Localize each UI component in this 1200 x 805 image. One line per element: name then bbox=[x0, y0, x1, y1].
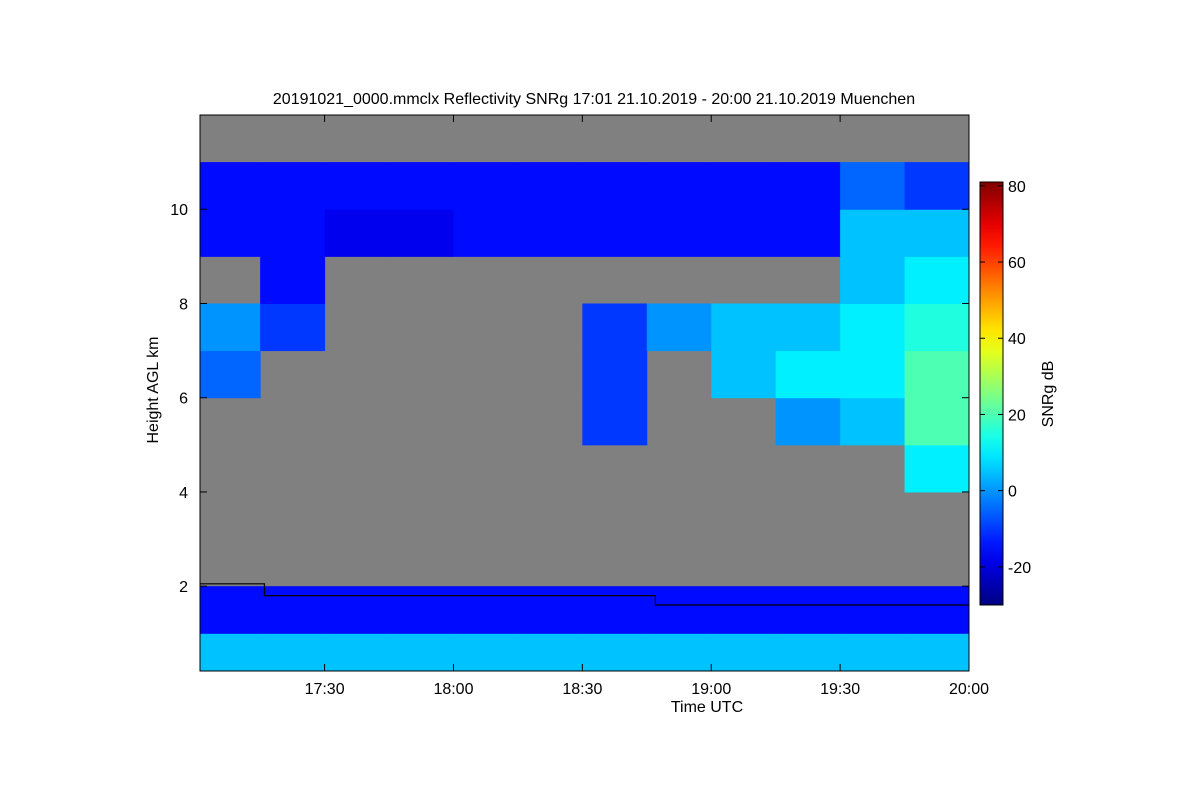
heatmap-cell bbox=[517, 162, 583, 210]
heatmap-cell bbox=[775, 303, 841, 352]
x-tick-label: 18:30 bbox=[562, 681, 602, 698]
heatmap-cell bbox=[646, 162, 712, 210]
heatmap-cell bbox=[582, 162, 648, 210]
x-tick-label: 19:00 bbox=[691, 681, 731, 698]
colorbar bbox=[979, 181, 1004, 606]
heatmap-cell bbox=[840, 256, 906, 304]
chart-title: 20191021_0000.mmclx Reflectivity SNRg 17… bbox=[273, 91, 915, 108]
heatmap-cell bbox=[200, 209, 261, 257]
heatmap-cell bbox=[582, 633, 648, 671]
x-tick-label: 20:00 bbox=[949, 681, 989, 698]
heatmap-cell bbox=[904, 256, 969, 304]
heatmap-cell bbox=[453, 162, 519, 210]
heatmap-cell bbox=[840, 397, 906, 446]
heatmap-cell bbox=[840, 633, 906, 671]
plot-frame bbox=[199, 114, 970, 672]
heatmap-cell bbox=[711, 162, 777, 210]
heatmap-cell bbox=[775, 586, 841, 634]
heatmap-cell bbox=[646, 633, 712, 671]
heatmap-cell bbox=[582, 350, 648, 399]
heatmap-cell bbox=[646, 586, 712, 634]
heatmap-cell bbox=[582, 303, 648, 352]
x-axis-label: Time UTC bbox=[671, 699, 743, 716]
heatmap-cell bbox=[260, 586, 326, 634]
colorbar-tick-label: 80 bbox=[1008, 179, 1026, 196]
x-tick-label: 18:00 bbox=[433, 681, 473, 698]
heatmap-cell bbox=[904, 303, 969, 352]
heatmap-cell bbox=[200, 586, 261, 634]
colorbar-tick-label: 60 bbox=[1008, 255, 1026, 272]
heatmap-cell bbox=[517, 209, 583, 257]
heatmap-cell bbox=[260, 162, 326, 210]
heatmap-cell bbox=[711, 350, 777, 399]
y-tick-label: 10 bbox=[170, 202, 188, 219]
heatmap-cell bbox=[775, 209, 841, 257]
heatmap-cell bbox=[582, 586, 648, 634]
heatmap-cell bbox=[775, 350, 841, 399]
x-tick-label: 19:30 bbox=[820, 681, 860, 698]
heatmap-cell bbox=[389, 586, 454, 634]
y-tick-label: 6 bbox=[179, 391, 188, 408]
y-tick-label: 2 bbox=[179, 579, 188, 596]
heatmap-cell bbox=[840, 586, 906, 634]
heatmap-cell bbox=[904, 397, 969, 446]
y-axis-label: Height AGL km bbox=[145, 336, 162, 443]
colorbar-tick-label: 40 bbox=[1008, 331, 1026, 348]
x-tick-label: 17:30 bbox=[305, 681, 345, 698]
heatmap-cell bbox=[582, 397, 648, 446]
heatmap-cell bbox=[260, 256, 326, 304]
heatmap-cell bbox=[453, 586, 519, 634]
colorbar-tick-label: -20 bbox=[1008, 560, 1031, 577]
heatmap-cell bbox=[453, 633, 519, 671]
heatmap-cell bbox=[775, 397, 841, 446]
heatmap-cell bbox=[517, 633, 583, 671]
heatmap-cell bbox=[840, 303, 906, 352]
heatmap-cell bbox=[324, 162, 390, 210]
heatmap-cell bbox=[453, 209, 519, 257]
heatmap-cell bbox=[904, 633, 969, 671]
heatmap-cell bbox=[840, 209, 906, 257]
y-tick-label: 4 bbox=[179, 485, 188, 502]
heatmap-cell bbox=[840, 162, 906, 210]
heatmap-cell bbox=[904, 444, 969, 493]
heatmap-cell bbox=[200, 350, 261, 399]
heatmap-cell bbox=[646, 303, 712, 352]
boundary-line bbox=[200, 583, 969, 606]
heatmap-cell bbox=[904, 209, 969, 257]
y-tick-label: 8 bbox=[179, 296, 188, 313]
heatmap-cell bbox=[711, 303, 777, 352]
heatmap-cell bbox=[904, 586, 969, 634]
heatmap-cell bbox=[389, 209, 454, 257]
heatmap-cell bbox=[646, 209, 712, 257]
heatmap-cell bbox=[324, 586, 390, 634]
heatmap-cell bbox=[324, 209, 390, 257]
heatmap-cell bbox=[200, 633, 261, 671]
heatmap-cell bbox=[904, 350, 969, 399]
axes: 17:30 18:00 18:30 19:00 19:30 20:00 2 4 6 8 10 -20 0… bbox=[170, 114, 1031, 698]
heatmap-cell bbox=[517, 586, 583, 634]
plot-area bbox=[200, 115, 969, 671]
heatmap-cell bbox=[260, 209, 326, 257]
heatmap-cell bbox=[775, 162, 841, 210]
heatmap-cell bbox=[840, 350, 906, 399]
heatmap-cell bbox=[200, 162, 261, 210]
heatmap-cell bbox=[389, 633, 454, 671]
heatmap-cell bbox=[324, 633, 390, 671]
heatmap-cell bbox=[711, 633, 777, 671]
heatmap-cell bbox=[904, 162, 969, 210]
colorbar-tick-label: 0 bbox=[1008, 484, 1017, 501]
heatmap-cell bbox=[200, 303, 261, 352]
heatmap-cell bbox=[711, 209, 777, 257]
heatmap-cell bbox=[582, 209, 648, 257]
heatmap-cell bbox=[260, 303, 326, 352]
heatmap-cell bbox=[775, 633, 841, 671]
heatmap-cell bbox=[389, 162, 454, 210]
heatmap-cell bbox=[711, 586, 777, 634]
heatmap-cell bbox=[260, 633, 326, 671]
colorbar-tick-label: 20 bbox=[1008, 407, 1026, 424]
colorbar-label: SNRg dB bbox=[1040, 361, 1057, 428]
